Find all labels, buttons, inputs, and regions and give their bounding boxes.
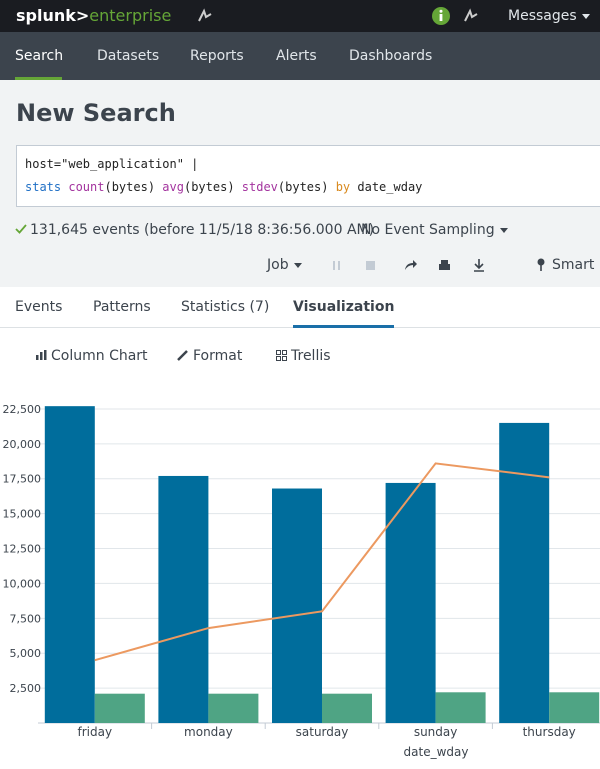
page-title: New Search <box>16 99 176 127</box>
trellis-icon <box>276 350 287 361</box>
format-menu[interactable]: Format <box>193 348 243 364</box>
pause-button[interactable] <box>333 261 340 270</box>
y-tick-label: 20,000 <box>3 438 42 451</box>
trellis-menu[interactable]: Trellis <box>291 348 331 364</box>
bar <box>272 488 322 723</box>
search-token: stats <box>25 180 69 194</box>
column-chart-icon <box>36 350 47 360</box>
search-token: count <box>68 180 105 194</box>
activity-icon[interactable] <box>197 8 213 24</box>
x-tick-label: friday <box>78 725 113 739</box>
info-icon[interactable] <box>431 6 451 26</box>
y-tick-label: 17,500 <box>3 473 42 486</box>
search-token: (bytes) <box>104 180 163 194</box>
search-token: by <box>335 180 358 194</box>
bar <box>385 482 436 723</box>
x-tick-label: sunday <box>414 725 458 739</box>
logo-brand: splunk> <box>16 6 90 25</box>
logo-product: enterprise <box>89 6 172 25</box>
bar <box>499 422 550 723</box>
y-tick-label: 22,500 <box>3 403 42 416</box>
nav-item[interactable]: Datasets <box>97 48 160 64</box>
search-token: date_wday <box>357 180 423 194</box>
activity-icon[interactable] <box>463 8 479 24</box>
bar <box>94 693 145 723</box>
nav-item[interactable]: Alerts <box>276 48 317 64</box>
x-tick-label: thursday <box>523 725 576 739</box>
pin-icon <box>537 258 545 271</box>
format-icon <box>177 350 188 361</box>
messages-menu[interactable]: Messages <box>508 8 590 24</box>
chart: 2,500 5,000 7,500 10,000 12,500 15,000 17,500 2… <box>3 403 600 759</box>
search-line: host="web_application" | <box>25 157 199 171</box>
export-button[interactable] <box>474 259 484 272</box>
line <box>94 462 550 662</box>
messages-label: Messages <box>508 8 577 24</box>
job-label: Job <box>267 257 289 273</box>
y-tick-label: 2,500 <box>10 682 42 695</box>
bar <box>435 692 486 723</box>
y-tick-label: 7,500 <box>10 612 42 625</box>
y-tick-label: 12,500 <box>3 543 42 556</box>
logo[interactable]: splunk>enterprise <box>16 6 171 25</box>
bar <box>44 406 95 723</box>
x-tick-label: saturday <box>296 725 349 739</box>
bar <box>208 693 259 723</box>
bar <box>322 693 372 723</box>
app-nav: Search Datasets Reports Alerts Dashboards <box>0 32 600 80</box>
y-tick-label: 5,000 <box>10 647 42 660</box>
sampling-label: No Event Sampling <box>361 222 495 238</box>
bar <box>158 475 209 723</box>
event-count: 131,645 events (before 11/5/18 8:36:56.0… <box>30 222 375 238</box>
search-line: stats count(bytes) avg(bytes) stdev(byte… <box>25 180 422 194</box>
search-token: avg <box>162 180 184 194</box>
share-button[interactable] <box>405 260 417 270</box>
tab[interactable]: Patterns <box>93 299 151 315</box>
job-menu[interactable]: Job <box>267 257 302 273</box>
top-bar: splunk>enterprise Messages <box>0 0 600 32</box>
sampling-menu[interactable]: No Event Sampling <box>361 222 508 238</box>
search-token: (bytes) <box>277 180 336 194</box>
search-box[interactable]: host="web_application" | stats count(byt… <box>16 145 600 207</box>
y-tick-label: 10,000 <box>3 577 42 590</box>
check-icon <box>15 224 27 234</box>
smart-mode[interactable]: Smart M <box>552 257 600 273</box>
bar <box>549 692 600 723</box>
tab[interactable]: Visualization <box>293 299 395 328</box>
tab[interactable]: Events <box>15 299 63 315</box>
print-button[interactable] <box>439 260 450 270</box>
x-axis-title: date_wday <box>404 745 469 759</box>
nav-item[interactable]: Reports <box>190 48 244 64</box>
tab[interactable]: Statistics (7) <box>181 299 270 315</box>
nav-item[interactable]: Search <box>15 48 63 80</box>
stop-button[interactable] <box>366 261 375 270</box>
x-tick-label: monday <box>184 725 233 739</box>
search-token: stdev <box>241 180 278 194</box>
search-token: (bytes) <box>183 180 242 194</box>
nav-item[interactable]: Dashboards <box>349 48 433 64</box>
column-chart-menu[interactable]: Column Chart <box>51 348 148 364</box>
job-actions <box>333 259 484 272</box>
y-tick-label: 15,000 <box>3 508 42 521</box>
